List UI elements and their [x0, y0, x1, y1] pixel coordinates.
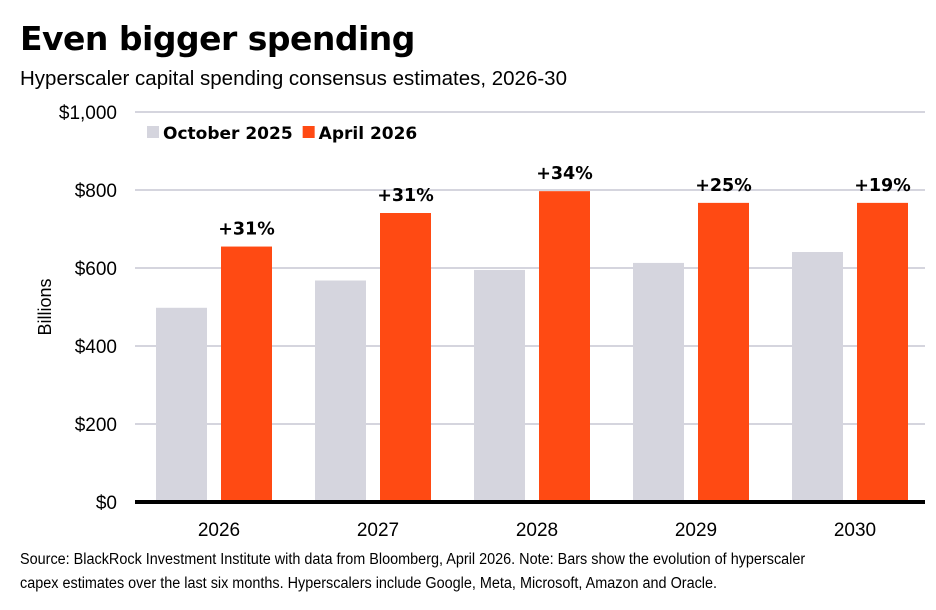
y-tick-label: $0 — [96, 493, 117, 514]
legend-swatch — [302, 126, 315, 138]
bar-april-2026-2027 — [380, 213, 431, 502]
x-tick-label: 2026 — [198, 520, 240, 541]
bar-october-2025-2029 — [633, 262, 684, 502]
x-tick-label: 2029 — [675, 520, 717, 541]
x-axis-ticks: 2026 2027 2028 2029 2030 — [198, 520, 876, 541]
x-tick-label: 2027 — [357, 520, 399, 541]
y-axis-label: Billions — [35, 278, 55, 335]
change-label: +34% — [536, 164, 593, 184]
bar-chart: $0$200$400$600$800$1,000 Billions +31%+3… — [35, 103, 925, 541]
y-tick-label: $200 — [75, 415, 117, 436]
legend: October 2025 April 2026 — [147, 124, 417, 144]
legend-swatch — [147, 126, 159, 138]
bar-october-2025-2026 — [156, 307, 207, 502]
x-tick-label: 2028 — [516, 520, 558, 541]
source-line-2: capex estimates over the last six months… — [20, 575, 718, 592]
legend-label: April 2026 — [319, 124, 418, 144]
change-label: +19% — [854, 176, 911, 196]
bar-october-2025-2027 — [315, 280, 366, 502]
bar-april-2026-2030 — [857, 202, 908, 502]
bars — [156, 191, 908, 503]
x-tick-label: 2030 — [834, 520, 876, 541]
bar-april-2026-2028 — [539, 191, 590, 503]
chart-subtitle: Hyperscaler capital spending consensus e… — [20, 67, 567, 90]
y-tick-label: $600 — [75, 259, 117, 280]
change-label: +31% — [218, 220, 275, 240]
chart-title: Even bigger spending — [20, 19, 415, 58]
change-label: +31% — [377, 186, 434, 206]
y-axis-ticks: $0 $200 $400 $600 $800 $1,000 — [59, 103, 117, 514]
y-tick-label: $800 — [75, 181, 117, 202]
y-tick-label: $1,000 — [59, 103, 117, 124]
source-line-1: Source: BlackRock Investment Institute w… — [20, 551, 806, 568]
change-label: +25% — [695, 176, 752, 196]
data-labels: +31% +31% +34% +25% +19% — [218, 164, 911, 239]
bar-april-2026-2026 — [221, 246, 272, 502]
source-note: Source: BlackRock Investment Institute w… — [20, 548, 857, 596]
bar-april-2026-2029 — [698, 202, 749, 502]
y-tick-label: $400 — [75, 337, 117, 358]
bar-october-2025-2030 — [792, 252, 843, 502]
legend-label: October 2025 — [163, 124, 293, 144]
bar-october-2025-2028 — [474, 269, 525, 502]
